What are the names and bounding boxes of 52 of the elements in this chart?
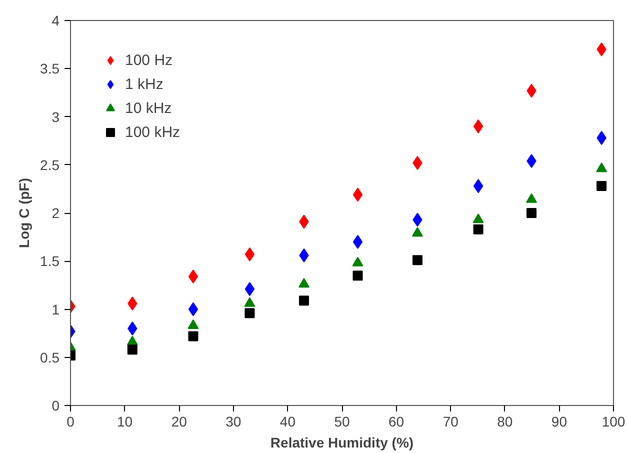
point (526, 193, 538, 203)
x-tick-label: 40 (280, 414, 296, 430)
point (188, 302, 198, 316)
y-tick-label: 3 (52, 108, 60, 125)
point (352, 270, 363, 281)
x-tick-label: 50 (334, 414, 350, 430)
point (244, 297, 256, 307)
point (127, 344, 138, 355)
x-tick-label: 70 (442, 414, 459, 430)
point (473, 179, 484, 194)
x-tick-label: 20 (171, 414, 188, 430)
x-tick-label: 0 (66, 414, 75, 430)
x-tick-label: 60 (388, 414, 404, 430)
y-tick-label: 0 (52, 398, 60, 414)
point (188, 319, 199, 329)
point (352, 256, 364, 266)
point (244, 308, 255, 318)
point (472, 213, 484, 224)
point (188, 331, 198, 342)
point (412, 226, 423, 237)
x-axis-title: Relative Humidity (%) (270, 434, 414, 450)
y-tick-label: 2.5 (40, 156, 60, 173)
x-tick-label: 90 (551, 414, 568, 430)
y-tick-label: 3.5 (40, 60, 60, 77)
y-tick-label: 4 (52, 12, 60, 28)
point (298, 296, 309, 306)
x-tick-label: 80 (497, 414, 513, 430)
x-tick-label: 100 (602, 414, 626, 430)
legend-label: 10 kHz (125, 100, 172, 116)
point (526, 208, 537, 218)
y-tick-label: 1 (52, 301, 60, 318)
point (128, 322, 138, 336)
point (188, 270, 198, 284)
point (596, 162, 608, 172)
legend-label: 100 kHz (125, 124, 180, 140)
x-tick-label: 30 (226, 414, 242, 430)
y-tick-label: 2 (52, 205, 60, 221)
point (473, 224, 484, 234)
legend-label: 100 Hz (125, 52, 173, 68)
y-tick-label: 1.5 (40, 253, 60, 270)
point (244, 247, 255, 262)
point (473, 119, 484, 134)
y-tick-label: 0.5 (40, 349, 60, 366)
point (352, 188, 363, 202)
x-tick-label: 10 (117, 414, 133, 430)
point (352, 234, 363, 249)
point (298, 278, 310, 288)
point (412, 255, 422, 266)
point (596, 181, 607, 192)
y-axis-title: Log C (pF) (16, 178, 32, 248)
point (244, 282, 255, 296)
legend-label: 1 kHz (125, 76, 164, 92)
